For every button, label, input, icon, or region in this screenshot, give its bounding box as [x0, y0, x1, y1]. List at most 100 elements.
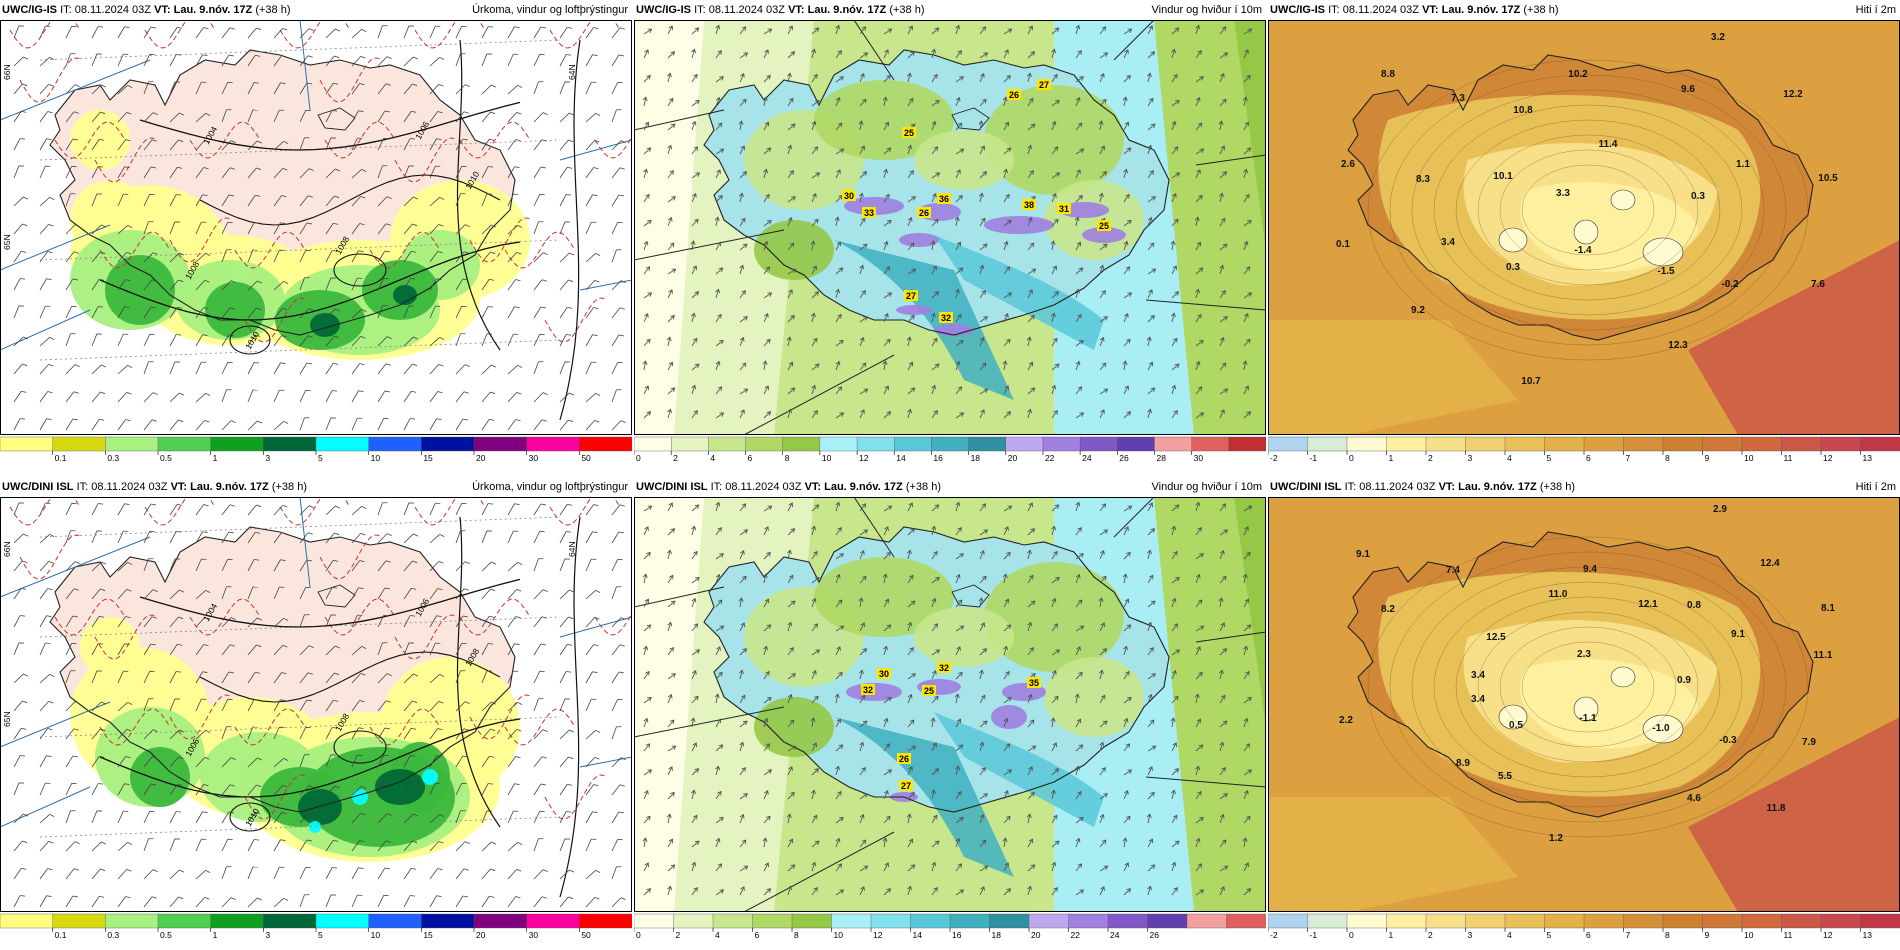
- map-area[interactable]: 30 32 32 25 35 26 27: [634, 497, 1266, 912]
- colorbar-tick: 20: [476, 453, 486, 463]
- colorbar-swatch: [782, 436, 821, 452]
- colorbar: 0.1 0.3 0.5 1 3 5 10 15 20 30 50: [0, 435, 632, 473]
- panel-header: UWC/IG-IS IT: 08.11.2024 03Z VT: Lau. 9.…: [0, 0, 632, 20]
- field-title: Hiti í 2m: [1855, 481, 1896, 493]
- init-time: 08.11.2024 03Z: [708, 4, 785, 16]
- colorbar-tick: -2: [1270, 930, 1278, 940]
- colorbar-swatch: [1662, 436, 1704, 452]
- colorbar-swatch: [673, 913, 714, 929]
- wind-label-bg: [904, 290, 918, 301]
- temperature-label: 0.5: [1509, 720, 1523, 731]
- latitude-label: 65N: [2, 234, 12, 250]
- gust-label: 25: [1099, 221, 1109, 231]
- colorbar-tick: 0.1: [55, 453, 67, 463]
- temperature-label: 9.1: [1731, 629, 1745, 640]
- colorbar-tick: 6: [755, 930, 760, 940]
- colorbar-swatch: [752, 913, 793, 929]
- colorbar-swatch: [526, 913, 581, 929]
- valid-time: Lau. 9.nóv. 17Z: [173, 4, 253, 16]
- model-name: UWC/DINI ISL: [1270, 481, 1342, 493]
- colorbar-tick: 0: [1349, 453, 1354, 463]
- colorbar-swatch: [1781, 913, 1822, 929]
- colorbar-tick: 8: [794, 930, 799, 940]
- colorbar-tick: 0: [636, 930, 641, 940]
- colorbar-swatch: [1741, 436, 1783, 452]
- colorbar-tick: 26: [1119, 453, 1129, 463]
- colorbar-tick: -2: [1270, 453, 1278, 463]
- colorbar-swatch: [579, 913, 632, 929]
- temperature-label: 10.8: [1513, 105, 1533, 116]
- lead-time: (+38 h): [1539, 481, 1576, 493]
- colorbar-tick: -1: [1310, 453, 1318, 463]
- lead-time: (+38 h): [905, 481, 942, 493]
- temperature-label: 8.8: [1381, 69, 1395, 80]
- map-area[interactable]: 3.2 8.8 7.3 10.2 9.6 12.2 10.8 11.4 2.6 8.3 10.1 3.…: [1268, 20, 1900, 435]
- colorbar-swatch: [1544, 436, 1585, 452]
- colorbar-tick: 1: [213, 930, 218, 940]
- colorbar-swatch: [989, 913, 1030, 929]
- run-info: UWC/IG-IS IT: 08.11.2024 03Z VT: Lau. 9.…: [2, 0, 291, 20]
- colorbar-swatch: [0, 913, 54, 929]
- colorbar-tick: 10: [1744, 453, 1754, 463]
- colorbar-tick: 2: [676, 930, 681, 940]
- wind-label-bg: [1027, 677, 1041, 688]
- gust-label: 32: [941, 313, 951, 323]
- colorbar-tick: 5: [318, 453, 323, 463]
- colorbar-tick: -1: [1310, 930, 1318, 940]
- colorbar-tick: 11: [1784, 453, 1793, 463]
- map-area[interactable]: 26 27 25 30 36 33 26 38 31 25 27 32: [634, 20, 1266, 435]
- colorbar-tick: 9: [1705, 930, 1710, 940]
- colorbar-tick: 4: [1507, 930, 1512, 940]
- colorbar-swatch: [52, 913, 107, 929]
- map-area[interactable]: 2.9 9.1 7.4 9.4 12.4 11.0 8.2 12.1 0.8 8.1 12.5 2.3…: [1268, 497, 1900, 912]
- temperature-label: 9.2: [1411, 305, 1425, 316]
- colorbar: 0 2 4 6 8 10 12 14 16 18 20 22 24 26: [634, 912, 1266, 950]
- panel-temp: UWC/IG-IS IT: 08.11.2024 03Z VT: Lau. 9.…: [1268, 0, 1900, 473]
- panel-temp: UWC/DINI ISL IT: 08.11.2024 03Z VT: Lau.…: [1268, 477, 1900, 950]
- map-area[interactable]: 1004 1006 1008 1010 1008 1006 66N 65N 64N: [0, 497, 632, 912]
- colorbar-tick: 1: [1389, 930, 1394, 940]
- temperature-label: 8.3: [1416, 174, 1430, 185]
- panel-precip: UWC/IG-IS IT: 08.11.2024 03Z VT: Lau. 9.…: [0, 0, 632, 473]
- colorbar-swatch: [831, 913, 872, 929]
- colorbar-tick: 0.1: [55, 930, 67, 940]
- run-info: UWC/DINI ISL IT: 08.11.2024 03Z VT: Lau.…: [636, 477, 941, 497]
- colorbar-swatch: [634, 913, 675, 929]
- colorbar-swatch: [819, 436, 858, 452]
- colorbar-swatch: [670, 436, 710, 452]
- temperature-label: 12.1: [1638, 599, 1658, 610]
- colorbar-tick: 20: [1008, 453, 1018, 463]
- latitude-label: 64N: [567, 64, 577, 80]
- colorbar-tick: 4: [710, 453, 715, 463]
- colorbar-swatch: [1386, 913, 1427, 929]
- lead-time: (+38 h): [255, 4, 291, 16]
- temperature-label: 12.2: [1783, 89, 1803, 100]
- colorbar-swatch: [315, 913, 370, 929]
- colorbar-tick: 5: [318, 930, 323, 940]
- colorbar-tick: 13: [1863, 930, 1873, 940]
- colorbar-swatch: [157, 913, 212, 929]
- colorbar-swatch: [210, 436, 265, 452]
- colorbar-tick: 20: [1031, 930, 1041, 940]
- colorbar-swatch: [1544, 913, 1585, 929]
- valid-time: Lau. 9.nóv. 17Z: [190, 481, 269, 493]
- colorbar-swatch: [52, 436, 107, 452]
- colorbar-swatch: [1702, 436, 1743, 452]
- temperature-label: 0.3: [1691, 191, 1705, 202]
- colorbar-tick: 2: [673, 453, 678, 463]
- colorbar-tick: 1: [1389, 453, 1394, 463]
- run-info: UWC/DINI ISL IT: 08.11.2024 03Z VT: Lau.…: [2, 477, 307, 497]
- wind-label-bg: [1007, 89, 1021, 100]
- temperature-label: 3.4: [1471, 670, 1485, 681]
- temperature-label: 8.2: [1381, 604, 1395, 615]
- model-name: UWC/IG-IS: [2, 4, 57, 16]
- init-time: 08.11.2024 03Z: [74, 4, 151, 16]
- colorbar-swatch: [421, 913, 475, 929]
- temperature-label: 3.3: [1556, 188, 1570, 199]
- colorbar-tick: 22: [1071, 930, 1081, 940]
- temperature-label: 11.4: [1599, 139, 1618, 150]
- colorbar-tick: 10: [822, 453, 832, 463]
- colorbar-swatch: [1583, 913, 1625, 929]
- map-area[interactable]: 1004 1006 1008 1010 1010 1008 66N 65N 64N: [0, 20, 632, 435]
- gust-label: 38: [1024, 200, 1034, 210]
